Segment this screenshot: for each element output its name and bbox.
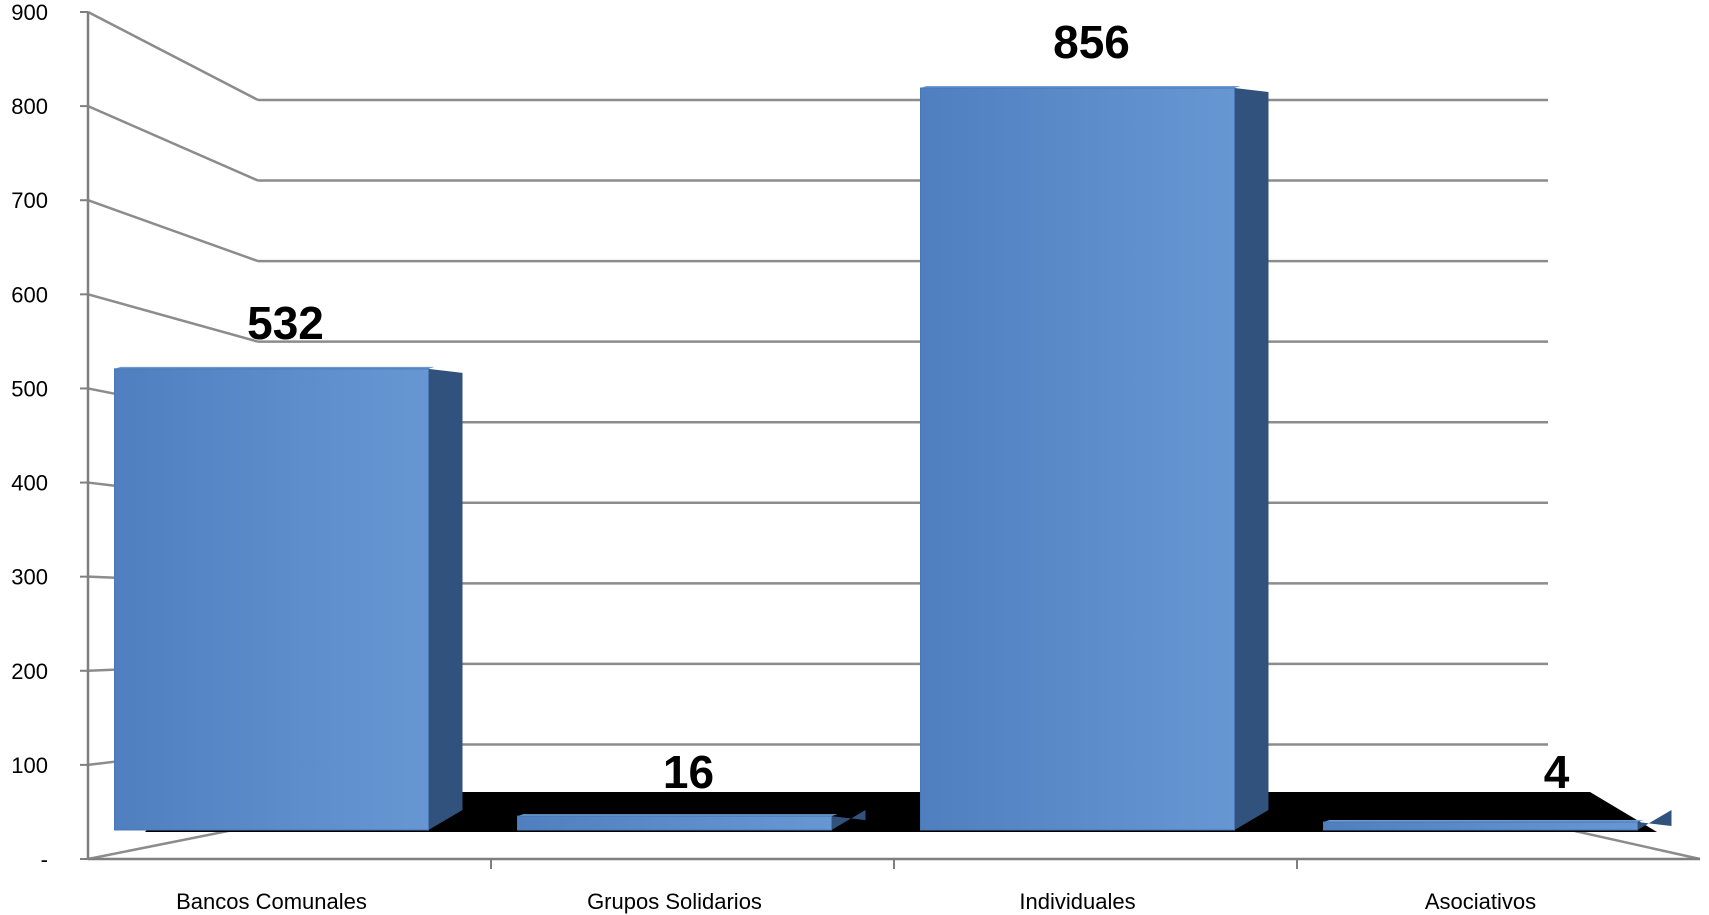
x-tick-label: Individuales [1019,889,1135,914]
bar-1 [114,366,463,831]
y-tick-label: - [41,847,48,872]
gridlines [87,10,1701,861]
y-tick-label: 600 [11,282,48,307]
side-gridline [87,293,259,343]
y-tick-label: 200 [11,659,48,684]
y-tick-label: 500 [11,376,48,401]
side-gridline [87,104,259,182]
data-label: 16 [663,746,714,798]
y-tick-label: 300 [11,565,48,590]
side-gridline [87,10,259,102]
bars [114,86,1672,831]
bar-3 [920,86,1269,831]
x-tick-label: Asociativos [1425,889,1536,914]
bar-side [831,810,866,830]
bar-front [517,815,832,831]
x-tick-label: Bancos Comunales [176,889,367,914]
x-tick-label: Grupos Solidarios [587,889,762,914]
data-label: 4 [1544,746,1570,798]
labels: - 100 200 300 400 500 600 700 800 900 Bancos Comun… [11,0,1569,914]
axes [80,11,1700,869]
side-gridline [87,199,259,263]
y-tick-label: 400 [11,471,48,496]
y-tick-label: 100 [11,753,48,778]
bar-front [920,87,1235,831]
bar-side [1637,810,1672,830]
bar-side [1234,88,1269,830]
data-label: 532 [247,297,324,349]
bar-2 [517,810,866,831]
bar-4 [1323,810,1672,831]
bar-side [428,368,463,830]
y-tick-label: 800 [11,94,48,119]
data-label: 856 [1053,16,1130,68]
y-tick-label: 700 [11,188,48,213]
bar-front [114,368,429,831]
bar-front [1323,821,1638,831]
y-tick-label: 900 [11,0,48,25]
